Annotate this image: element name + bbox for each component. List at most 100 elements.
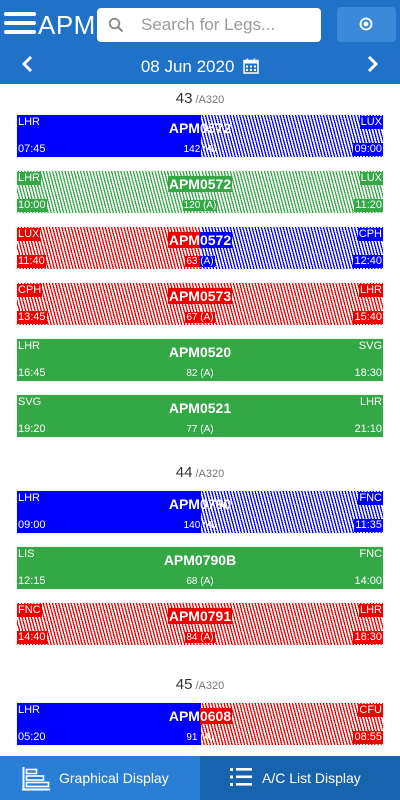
- passenger-count: 82 (A): [186, 368, 214, 379]
- chevron-right-icon: [367, 55, 379, 73]
- departure-airport: LHR: [18, 492, 41, 504]
- app-header: APM 08 Jun 2020: [0, 0, 400, 84]
- arrival-airport: LHR: [359, 396, 382, 408]
- arrival-time: 18:30: [353, 631, 383, 644]
- flight-number: APM0790B: [163, 552, 237, 568]
- next-day-button[interactable]: [360, 52, 384, 76]
- flight-number-wrap: APM0520: [17, 344, 383, 361]
- calendar-icon: [243, 58, 259, 74]
- arrival-time: 11:20: [354, 199, 383, 212]
- arrival-airport: SVG: [358, 340, 382, 352]
- previous-day-button[interactable]: [16, 52, 40, 76]
- date-navigation: 08 Jun 2020: [0, 50, 400, 80]
- passenger-count-wrap: 67 (A): [17, 310, 383, 324]
- departure-time: 16:45: [18, 367, 46, 379]
- passenger-count-wrap: 82 (A): [17, 366, 383, 380]
- flight-number-wrap: APM0608: [17, 708, 383, 725]
- tab-graphical-label: Graphical Display: [59, 770, 169, 786]
- departure-airport: LHR: [17, 172, 42, 185]
- flight-leg[interactable]: SVG LHR 19:20 21:10 APM0521 77 (A): [16, 394, 384, 438]
- flight-leg[interactable]: LIS FNC 12:15 14:00 APM0790B 68 (A): [16, 546, 384, 590]
- passenger-count: 142 (A): [183, 144, 217, 155]
- flight-leg[interactable]: LHR LUX 10:00 11:20 APM0572 120 (A): [16, 170, 384, 214]
- arrival-time: 18:30: [354, 367, 382, 379]
- passenger-count: 67 (A): [185, 312, 215, 323]
- locate-button[interactable]: [337, 7, 396, 42]
- passenger-count: 120 (A): [182, 200, 218, 211]
- passenger-count-wrap: 63 (A): [17, 254, 383, 268]
- arrival-time: 11:35: [354, 519, 383, 532]
- arrival-airport: LUX: [359, 172, 383, 185]
- arrival-airport: FNC: [359, 548, 382, 560]
- legs-content: 43/A320 LHR LUX 07:45 09:00 APM0572 142 (A) LHR…: [0, 84, 400, 756]
- flight-number: APM0572: [167, 176, 233, 192]
- flight-leg[interactable]: LHR SVG 16:45 18:30 APM0520 82 (A): [16, 338, 384, 382]
- departure-time: 10:00: [17, 199, 47, 212]
- leg-segment-left: [17, 339, 201, 381]
- menu-icon[interactable]: [4, 12, 36, 38]
- departure-time: 14:40: [17, 631, 47, 644]
- departure-time: 12:15: [18, 575, 46, 587]
- aircraft-number: 45: [175, 676, 193, 693]
- flight-number: APM0572: [167, 232, 233, 248]
- search-input[interactable]: [133, 8, 315, 42]
- passenger-count-wrap: 84 (A): [17, 630, 383, 644]
- leg-segment-right: [201, 491, 383, 533]
- current-date[interactable]: 08 Jun 2020: [0, 56, 400, 77]
- flight-leg[interactable]: FNC LHR 14:40 18:30 APM0791 84 (A): [16, 602, 384, 646]
- tab-ac-list-display[interactable]: A/C List Display: [200, 756, 400, 800]
- leg-segment-left: [17, 115, 201, 157]
- gantt-chart-icon: [22, 767, 50, 791]
- passenger-count: 84 (A): [185, 632, 215, 643]
- departure-airport: SVG: [18, 396, 42, 408]
- departure-time: 05:20: [18, 731, 46, 743]
- passenger-count: 140 (A): [183, 520, 217, 531]
- departure-time: 09:00: [18, 519, 46, 531]
- flight-number-wrap: APM0572: [17, 120, 383, 137]
- flight-number-wrap: APM0790: [17, 496, 383, 513]
- arrival-airport: CFU: [358, 704, 383, 717]
- aircraft-number: 43: [175, 90, 193, 107]
- flight-number-wrap: APM0790B: [17, 552, 383, 569]
- flight-number-wrap: APM0521: [17, 400, 383, 417]
- departure-time: 13:45: [17, 311, 47, 324]
- aircraft-number: 44: [175, 464, 193, 481]
- passenger-count-wrap: 77 (A): [17, 422, 383, 436]
- flight-leg[interactable]: CPH LHR 13:45 15:40 APM0573 67 (A): [16, 282, 384, 326]
- list-icon: [230, 768, 252, 786]
- aircraft-group-title: 45/A320: [0, 676, 400, 696]
- flight-leg[interactable]: LHR LUX 07:45 09:00 APM0572 142 (A): [16, 114, 384, 158]
- arrival-airport: LHR: [358, 604, 383, 617]
- flight-leg[interactable]: LUX CPH 11:40 12:40 APM0572 63 (A): [16, 226, 384, 270]
- search-box[interactable]: [97, 8, 321, 42]
- arrival-airport: LUX: [359, 116, 383, 129]
- passenger-count-wrap: 68 (A): [17, 574, 383, 588]
- arrival-time: 15:40: [353, 311, 383, 324]
- departure-airport: CPH: [17, 284, 43, 297]
- flight-number-wrap: APM0572: [17, 232, 383, 249]
- flight-number: APM0573: [167, 288, 233, 304]
- passenger-count-wrap: 140 (A): [17, 518, 383, 532]
- leg-segment-right: [201, 395, 383, 437]
- passenger-count: 68 (A): [186, 576, 214, 587]
- passenger-count-wrap: 120 (A): [17, 198, 383, 212]
- flight-number: APM0520: [168, 344, 232, 360]
- leg-segment-right: [201, 547, 383, 589]
- leg-segment-left: [17, 547, 201, 589]
- passenger-count-wrap: 91 (A): [17, 730, 383, 744]
- tab-graphical-display[interactable]: Graphical Display: [0, 756, 200, 800]
- flight-leg[interactable]: LHR FNC 09:00 11:35 APM0790 140 (A): [16, 490, 384, 534]
- aircraft-type: /A320: [195, 680, 225, 692]
- departure-airport: LHR: [18, 704, 41, 716]
- flight-leg[interactable]: LHR CFU 05:20 08:55 APM0608 91 (A): [16, 702, 384, 746]
- departure-airport: LHR: [18, 116, 41, 128]
- flight-number-wrap: APM0791: [17, 608, 383, 625]
- leg-segment-left: [17, 395, 201, 437]
- flight-number: APM0790: [168, 496, 232, 512]
- departure-time: 11:40: [17, 255, 46, 268]
- date-label: 08 Jun 2020: [140, 56, 235, 76]
- bottom-tab-bar: Graphical Display A/C List Display: [0, 756, 400, 800]
- departure-airport: LHR: [18, 340, 41, 352]
- flight-number: APM0791: [167, 608, 233, 624]
- departure-airport: LUX: [17, 228, 41, 241]
